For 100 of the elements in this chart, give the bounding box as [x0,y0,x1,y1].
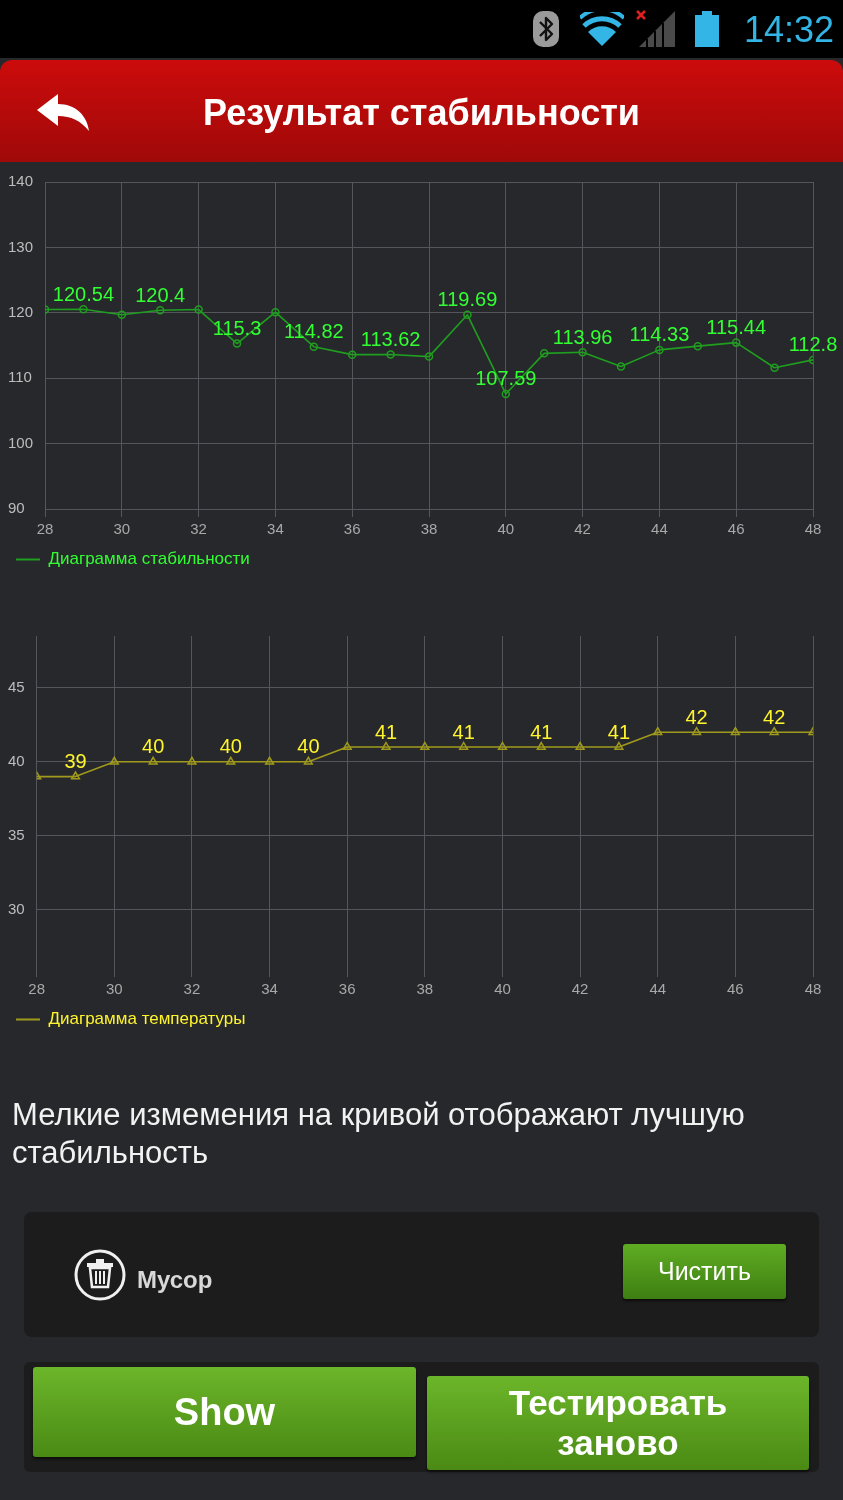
x-tick-label: 30 [113,520,131,538]
y-tick-label: 90 [8,499,25,517]
x-tick-label: 36 [343,520,361,538]
x-tick-label: 34 [261,980,278,998]
point [578,348,587,357]
point [109,756,119,765]
data-label: 115.44 [706,316,767,339]
x-tick-label: 40 [497,520,515,538]
data-label: 112.8 [788,333,838,356]
point [536,741,546,750]
point [226,756,236,765]
y-tick-label: 40 [8,751,25,769]
x-tick-label: 38 [420,520,438,538]
point [342,741,352,750]
point [347,350,357,359]
point [614,741,624,750]
x-tick-label: 40 [494,980,511,998]
data-label: 40 [142,735,165,758]
data-label: 41 [452,720,475,743]
x-tick-label: 34 [267,520,284,538]
x-tick-label: 28 [28,980,46,998]
button: Show [33,1367,416,1457]
x-tick-label: 44 [651,520,668,538]
data-label: 42 [763,705,786,728]
data-label: 114.82 [283,320,344,343]
data-label: 120.54 [52,282,115,305]
point [693,341,703,351]
y-tick-label: 35 [8,825,25,843]
point [730,726,741,736]
x-tick-label: 48 [804,980,822,998]
point [381,741,391,750]
point [770,363,779,372]
text: Результат стабильности [202,91,641,135]
legend-label: Диаграмма стабильности [48,549,250,569]
point [309,342,319,351]
point [691,726,702,736]
y-tick-label: 110 [8,368,32,386]
y-tick-label: 45 [8,677,25,695]
x-tick-label: 42 [574,520,591,538]
data-label: 119.69 [437,288,498,311]
point [653,726,663,736]
point [386,350,395,359]
data-label: 41 [530,720,553,743]
x-tick-label: 32 [183,980,201,998]
point [194,305,203,314]
data-label: 113.62 [360,328,421,351]
x-tick-label: 42 [571,980,589,998]
point [303,756,314,765]
point [769,726,779,736]
point [655,345,664,355]
data-label: 115.3 [212,317,262,340]
x-tick-label: 30 [105,980,123,998]
point [501,389,511,399]
text: 14:32 [742,8,834,52]
data-label: 120.4 [135,283,186,306]
point [497,741,508,750]
data-label: 39 [64,750,87,773]
data-label: 41 [374,720,398,743]
x-tick-label: 48 [804,520,822,538]
point [575,741,585,750]
data-label: 107.59 [475,367,537,390]
text: Мусор [137,1265,213,1295]
point [79,305,88,314]
x-tick-label: 38 [416,980,434,998]
legend-label: Диаграмма температуры [48,1009,246,1029]
data-label: 40 [297,735,320,758]
y-tick-label: 120 [8,302,34,320]
point [459,741,469,750]
point [148,756,158,765]
data-label: 40 [219,735,242,758]
button: Тестировать заново [427,1376,809,1470]
point [424,352,434,361]
x-tick-label: 36 [338,980,356,998]
x-tick-label: 46 [727,520,745,538]
point [232,339,242,348]
x-tick-label: 32 [190,520,207,538]
point [187,756,197,765]
y-tick-label: 30 [8,899,25,917]
point [271,307,280,317]
x-tick-label: 46 [727,980,744,998]
point [117,310,127,320]
y-tick-label: 140 [8,172,34,190]
data-label: 114.33 [629,323,690,346]
point [616,362,626,371]
button: Чистить [623,1244,786,1299]
point [420,741,430,750]
data-label: 42 [685,705,708,728]
data-label: 41 [607,720,631,743]
data-label: 113.96 [552,325,613,348]
x-tick-label: 28 [36,520,54,538]
x-tick-label: 44 [649,980,667,998]
point [155,305,165,315]
point [463,310,472,320]
point [70,771,81,780]
point [731,338,741,347]
point [264,756,275,765]
point [539,349,549,358]
text: Мелкие измемения на кривой отображают лучшую стабильность [12,1096,746,1172]
y-tick-label: 100 [8,433,34,451]
y-tick-label: 130 [8,237,34,255]
